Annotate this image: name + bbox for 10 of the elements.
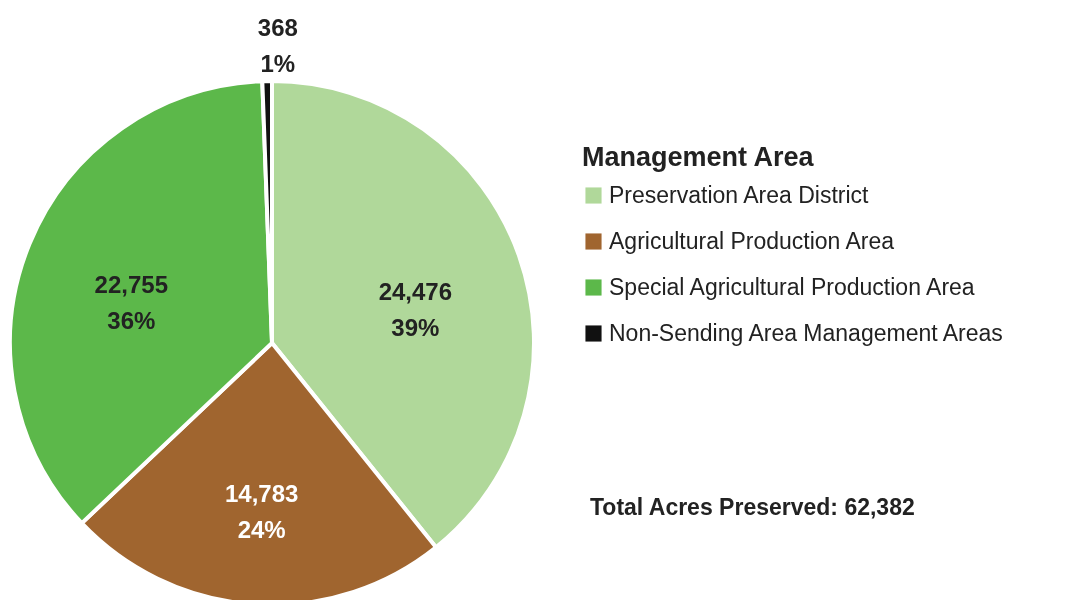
text: Total Acres Preserved: 62,382 bbox=[590, 494, 915, 520]
legend-label: Preservation Area District bbox=[609, 181, 870, 208]
legend-title: Management Area bbox=[582, 142, 815, 172]
data-label: 368 1% bbox=[257, 14, 298, 78]
legend-label: Special Agricultural Production Area bbox=[609, 273, 975, 300]
legend-label: Agricultural Production Area bbox=[609, 227, 895, 254]
legend-label: Non-Sending Area Management Areas bbox=[609, 319, 1003, 346]
data-label: 22,755 36% bbox=[94, 270, 169, 334]
data-label: 14,783 24% bbox=[224, 479, 299, 543]
data-label: 24,476 39% bbox=[378, 277, 453, 341]
